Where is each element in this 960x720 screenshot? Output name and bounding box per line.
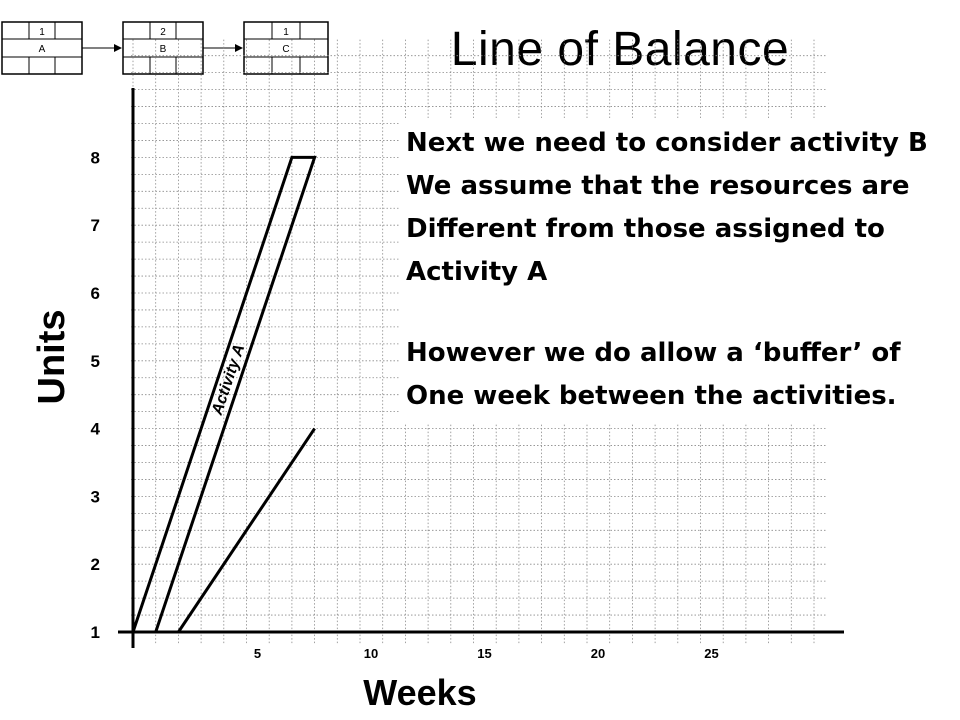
- note-line-7: One week between the activities.: [406, 381, 897, 411]
- note-line-1: Next we need to consider activity B: [406, 128, 928, 158]
- y-tick-label: 2: [91, 555, 100, 574]
- activity-network: 1 A 2 B 1 C: [1, 21, 329, 75]
- explanation-text: Next we need to consider activity B We a…: [400, 118, 950, 424]
- page-title: Line of Balance: [450, 23, 790, 76]
- network-node-a: 1 A: [1, 21, 83, 75]
- chart-tick-labels: 1 2 3 4 5 6 7 8 5 10 15 20 25: [91, 148, 719, 661]
- y-axis-label: Units: [31, 310, 73, 405]
- series-line-1: [131, 155, 317, 634]
- node-a-duration: 1: [39, 27, 45, 38]
- node-c-duration: 1: [283, 27, 289, 38]
- x-tick-label: 15: [477, 646, 491, 661]
- y-tick-label: 3: [91, 487, 100, 506]
- y-tick-label: 1: [91, 623, 100, 642]
- y-tick-label: 7: [91, 216, 100, 235]
- note-line-6: However we do allow a ‘buffer’ of: [406, 338, 901, 368]
- note-line-3: Different from those assigned to: [406, 214, 885, 244]
- x-axis-label: Weeks: [363, 672, 476, 713]
- chart-axes: [118, 88, 844, 648]
- network-node-c: 1 C: [243, 21, 329, 75]
- series-line-2: [177, 427, 316, 633]
- x-tick-label: 10: [364, 646, 378, 661]
- node-b-label: B: [160, 44, 167, 55]
- y-tick-label: 5: [91, 352, 100, 371]
- x-tick-label: 5: [254, 646, 261, 661]
- chart-series: [131, 155, 317, 634]
- x-tick-label: 25: [704, 646, 718, 661]
- note-line-2: We assume that the resources are: [406, 171, 910, 201]
- y-tick-label: 8: [91, 148, 100, 167]
- note-line-4: Activity A: [406, 257, 548, 287]
- note-spacer: [406, 294, 944, 332]
- y-tick-label: 4: [91, 420, 101, 439]
- annotation-activity-a: Activity A: [209, 342, 249, 418]
- node-a-label: A: [39, 44, 46, 55]
- x-tick-label: 20: [591, 646, 605, 661]
- node-c-label: C: [282, 44, 289, 55]
- network-node-b: 2 B: [122, 21, 204, 75]
- node-b-duration: 2: [160, 27, 166, 38]
- y-tick-label: 6: [91, 284, 100, 303]
